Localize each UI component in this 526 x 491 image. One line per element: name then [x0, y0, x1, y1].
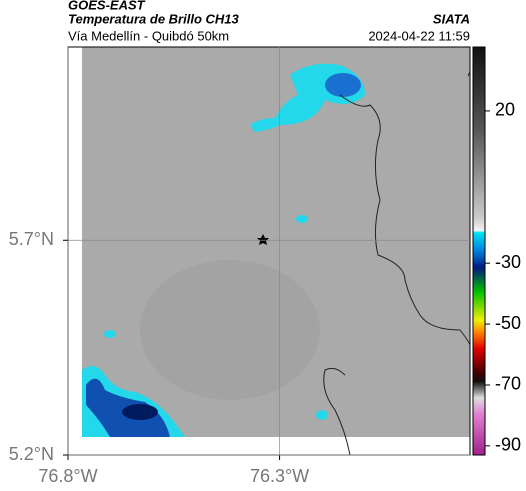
cloud [140, 260, 320, 400]
cold-cloud [122, 404, 158, 420]
border [323, 94, 470, 455]
station-marker [257, 234, 269, 245]
cold-cloud [296, 215, 308, 223]
y-tick-label: 5.7°N [9, 229, 54, 249]
cold-cloud [325, 73, 361, 97]
title: Temperatura de Brillo CH13 [68, 11, 240, 26]
colorbar-tick-label: -70 [495, 374, 521, 394]
colorbar-tick-label: -50 [495, 313, 521, 333]
map-area [68, 47, 470, 455]
datetime: 2024-04-22 11:59 [368, 28, 470, 43]
colorbar [472, 46, 486, 456]
colorbar-tick-label: 20 [495, 100, 515, 120]
subtitle: Vía Medellín - Quibdó 50km [68, 28, 229, 43]
satellite-image [82, 47, 470, 437]
y-tick-label: 5.2°N [9, 444, 54, 464]
x-tick-label: 76.8°W [38, 466, 97, 486]
x-tick-label: 76.3°W [250, 466, 309, 486]
org: SIATA [433, 11, 470, 26]
colorbar-tick-label: -90 [495, 435, 521, 455]
source: GOES-EAST [68, 0, 146, 12]
colorbar-tick-label: -30 [495, 252, 521, 272]
cold-cloud [104, 330, 116, 338]
cold-cloud [316, 410, 328, 420]
